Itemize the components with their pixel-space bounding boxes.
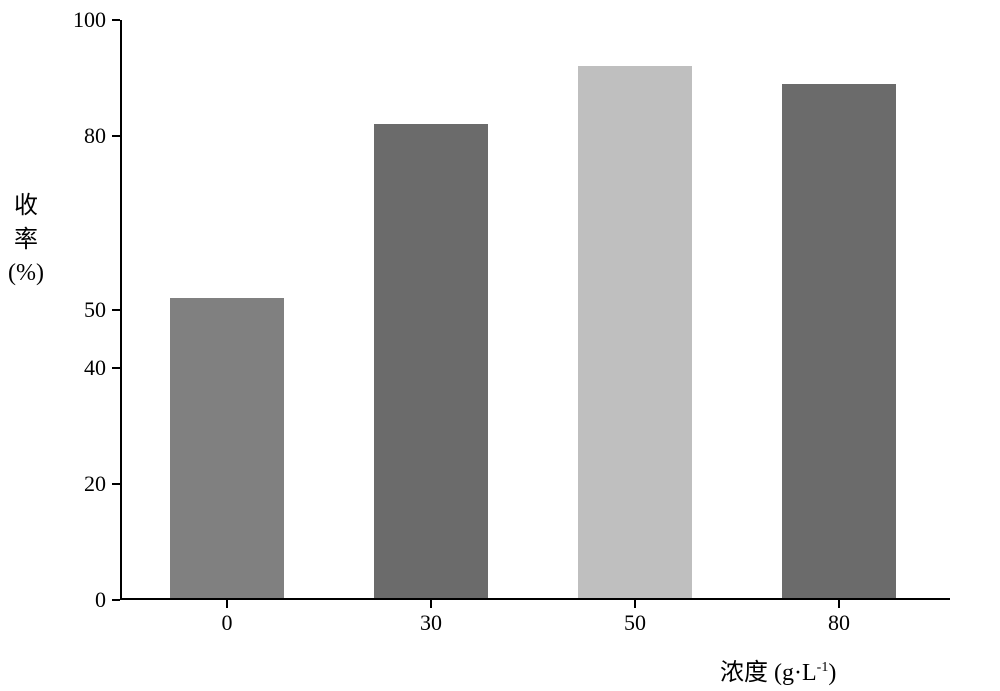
- x-tick-label: 80: [828, 610, 850, 636]
- y-tick-label: 0: [95, 587, 106, 613]
- y-tick-label: 40: [84, 355, 106, 381]
- y-tick-label: 50: [84, 297, 106, 323]
- y-axis-label: 收 率 (%): [8, 190, 44, 291]
- plot-area: 020405080100 0305080: [120, 20, 950, 600]
- x-tick: [226, 600, 228, 608]
- x-tick: [430, 600, 432, 608]
- bar: [374, 124, 488, 598]
- x-tick-label: 30: [420, 610, 442, 636]
- bar: [170, 298, 284, 598]
- y-axis-label-line2: 率: [8, 224, 44, 258]
- chart-container: 收 率 (%) 020405080100 0305080 浓度 (g·L-1): [0, 0, 1000, 691]
- y-tick: [112, 135, 120, 137]
- x-axis-label-suffix: ): [828, 660, 836, 686]
- y-axis-label-line3: (%): [8, 257, 44, 291]
- x-axis-label-sup: -1: [817, 660, 829, 675]
- y-tick: [112, 309, 120, 311]
- x-axis-line: [120, 598, 950, 600]
- x-axis-label-prefix: 浓度 (g·L: [720, 660, 817, 686]
- x-tick-label: 0: [222, 610, 233, 636]
- x-tick-label: 50: [624, 610, 646, 636]
- bar: [782, 84, 896, 598]
- bar: [578, 66, 692, 598]
- y-tick: [112, 599, 120, 601]
- x-tick: [838, 600, 840, 608]
- y-tick: [112, 483, 120, 485]
- y-axis-label-line1: 收: [8, 190, 44, 224]
- x-axis-label: 浓度 (g·L-1): [720, 652, 836, 687]
- y-tick-label: 80: [84, 123, 106, 149]
- y-tick: [112, 367, 120, 369]
- y-tick-label: 100: [73, 7, 106, 33]
- x-tick: [634, 600, 636, 608]
- y-tick-label: 20: [84, 471, 106, 497]
- y-tick: [112, 19, 120, 21]
- y-axis-line: [120, 20, 122, 600]
